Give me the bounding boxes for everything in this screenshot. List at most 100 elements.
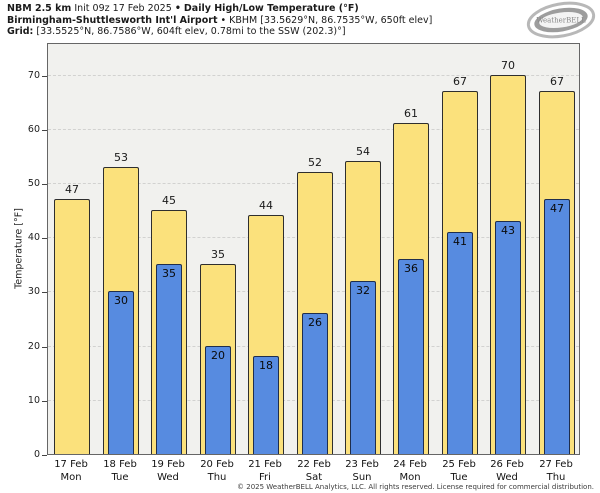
x-tick-date: 24 Feb xyxy=(393,459,427,470)
low-value-label: 26 xyxy=(308,316,322,329)
gridline-70 xyxy=(48,75,579,76)
y-axis-title: Temperature [°F] xyxy=(13,208,25,289)
low-value-label: 35 xyxy=(162,267,176,280)
y-tick-label: 30 xyxy=(27,286,40,297)
x-tick-label: 23 Feb Sun xyxy=(335,458,389,484)
y-tick-mark xyxy=(42,455,47,456)
model-name: NBM 2.5 km xyxy=(7,3,72,14)
separator-dot: • xyxy=(174,3,181,14)
x-tick-label: 21 Feb Fri xyxy=(238,458,292,484)
x-tick-date: 18 Feb xyxy=(103,459,137,470)
x-tick-day: Thu xyxy=(207,472,227,483)
header-line-3: Grid: [33.5525°N, 86.7586°W, 604ft elev,… xyxy=(7,26,432,38)
y-tick-mark xyxy=(42,238,47,239)
y-tick-label: 10 xyxy=(27,395,40,406)
separator-dot: • xyxy=(220,14,227,26)
x-tick-date: 27 Feb xyxy=(539,459,573,470)
low-bar: 47 xyxy=(544,199,570,454)
logo-text: WeatherBELL xyxy=(536,17,586,25)
figure-header: NBM 2.5 km Init 09z 17 Feb 2025 • Daily … xyxy=(7,3,432,38)
x-tick-label: 22 Feb Sat xyxy=(287,458,341,484)
x-tick-day: Sun xyxy=(352,472,372,483)
x-tick-day: Tue xyxy=(111,472,129,483)
high-bar xyxy=(54,199,90,454)
x-tick-date: 19 Feb xyxy=(151,459,185,470)
high-value-label: 67 xyxy=(550,75,564,88)
x-tick-label: 26 Feb Wed xyxy=(480,458,534,484)
high-value-label: 45 xyxy=(162,194,176,207)
x-tick-label: 17 Feb Mon xyxy=(44,458,98,484)
product-title: Daily High/Low Temperature (°F) xyxy=(183,3,359,14)
low-value-label: 41 xyxy=(453,235,467,248)
y-tick-label: 40 xyxy=(27,232,40,243)
x-tick-day: Fri xyxy=(259,472,271,483)
x-tick-day: Tue xyxy=(450,472,468,483)
station-name: Birmingham-Shuttlesworth Int'l Airport xyxy=(7,14,218,26)
low-bar: 43 xyxy=(495,221,521,454)
x-tick-day: Mon xyxy=(60,472,82,483)
copyright-notice: © 2025 WeatherBELL Analytics, LLC. All r… xyxy=(237,483,594,491)
x-tick-label: 19 Feb Wed xyxy=(141,458,195,484)
y-tick-label: 60 xyxy=(27,124,40,135)
x-tick-date: 20 Feb xyxy=(200,459,234,470)
x-tick-label: 18 Feb Tue xyxy=(93,458,147,484)
low-bar: 30 xyxy=(108,291,134,454)
init-time: Init 09z 17 Feb 2025 xyxy=(74,3,172,14)
y-tick-label: 0 xyxy=(33,449,40,460)
grid-details: [33.5525°N, 86.7586°W, 604ft elev, 0.78m… xyxy=(36,26,346,37)
x-tick-day: Thu xyxy=(546,472,566,483)
high-value-label: 53 xyxy=(114,151,128,164)
low-value-label: 30 xyxy=(114,294,128,307)
x-tick-day: Wed xyxy=(496,472,518,483)
y-tick-mark xyxy=(42,184,47,185)
low-bar: 20 xyxy=(205,346,231,454)
x-tick-day: Mon xyxy=(399,472,421,483)
low-value-label: 43 xyxy=(501,224,515,237)
low-bar: 32 xyxy=(350,281,376,454)
high-value-label: 44 xyxy=(259,199,273,212)
y-tick-mark xyxy=(42,76,47,77)
low-value-label: 32 xyxy=(356,284,370,297)
low-value-label: 47 xyxy=(550,202,564,215)
y-tick-mark xyxy=(42,347,47,348)
plot-area: 47 53 30 45 35 35 20 44 18 52 26 54 32 61 36 67 41 70 43 67… xyxy=(47,43,580,455)
y-tick-label: 50 xyxy=(27,178,40,189)
gridline-60 xyxy=(48,129,579,130)
x-tick-label: 27 Feb Thu xyxy=(529,458,583,484)
y-tick-label: 20 xyxy=(27,341,40,352)
x-tick-label: 25 Feb Tue xyxy=(432,458,486,484)
x-tick-date: 21 Feb xyxy=(248,459,282,470)
high-value-label: 67 xyxy=(453,75,467,88)
x-tick-label: 24 Feb Mon xyxy=(383,458,437,484)
y-tick-mark xyxy=(42,401,47,402)
x-tick-date: 26 Feb xyxy=(490,459,524,470)
grid-label: Grid: xyxy=(7,26,34,37)
x-tick-day: Sat xyxy=(305,472,323,483)
low-bar: 41 xyxy=(447,232,473,454)
x-tick-label: 20 Feb Thu xyxy=(190,458,244,484)
weatherbell-logo: WeatherBELL xyxy=(526,1,596,39)
station-details: KBHM [33.5629°N, 86.7535°W, 650ft elev] xyxy=(229,14,433,26)
low-value-label: 36 xyxy=(404,262,418,275)
y-tick-mark xyxy=(42,130,47,131)
y-tick-label: 70 xyxy=(27,70,40,81)
high-value-label: 61 xyxy=(404,107,418,120)
x-tick-date: 25 Feb xyxy=(442,459,476,470)
high-value-label: 35 xyxy=(211,248,225,261)
high-value-label: 70 xyxy=(501,59,515,72)
y-tick-mark xyxy=(42,292,47,293)
header-line-1: NBM 2.5 km Init 09z 17 Feb 2025 • Daily … xyxy=(7,3,432,15)
high-value-label: 52 xyxy=(308,156,322,169)
high-value-label: 47 xyxy=(65,183,79,196)
low-bar: 36 xyxy=(398,259,424,454)
low-value-label: 18 xyxy=(259,359,273,372)
low-bar: 35 xyxy=(156,264,182,454)
low-bar: 26 xyxy=(302,313,328,454)
low-value-label: 20 xyxy=(211,349,225,362)
x-tick-day: Wed xyxy=(157,472,179,483)
x-tick-date: 23 Feb xyxy=(345,459,379,470)
x-tick-date: 17 Feb xyxy=(54,459,88,470)
low-bar: 18 xyxy=(253,356,279,454)
high-value-label: 54 xyxy=(356,145,370,158)
